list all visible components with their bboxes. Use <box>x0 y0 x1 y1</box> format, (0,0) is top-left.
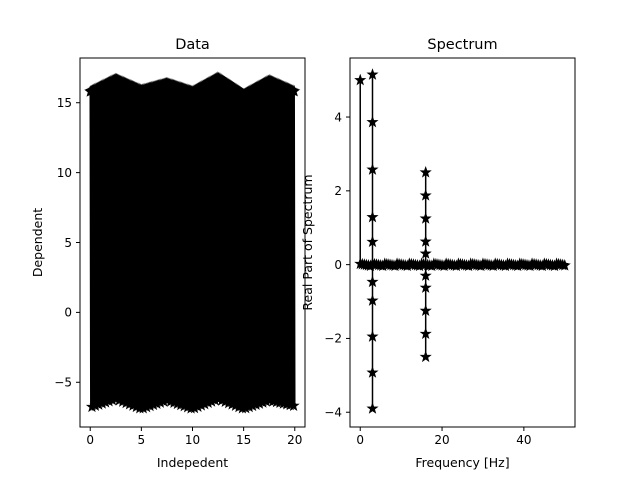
data-y-ticks: −5 0 5 10 15 <box>54 96 80 390</box>
spectrum-y-ticks: −4 −2 0 2 4 <box>324 110 350 420</box>
data-panel: Data 0 5 10 15 20 −5 0 5 10 15 Indepedent Depend… <box>30 37 306 470</box>
spectrum-y-tick-label: −2 <box>324 332 342 346</box>
spectrum-x-tick-label: 0 <box>356 433 364 447</box>
spectrum-x-tick-label: 40 <box>516 433 531 447</box>
spectrum-peak-point <box>420 351 432 362</box>
data-title: Data <box>175 37 210 53</box>
data-y-tick-label: 10 <box>57 166 72 180</box>
data-y-tick-label: 0 <box>64 306 72 320</box>
data-x-tick-label: 15 <box>236 433 251 447</box>
spectrum-title: Spectrum <box>427 37 497 53</box>
spectrum-x-ticks: 0 20 40 <box>356 427 532 447</box>
spectrum-panel: Spectrum 0 20 40 −4 −2 0 2 4 Frequency [Hz] Re… <box>300 37 576 470</box>
spectrum-y-tick-label: 4 <box>334 110 342 124</box>
data-y-tick-label: −5 <box>54 376 72 390</box>
data-y-tick-label: 5 <box>64 236 72 250</box>
data-y-label: Dependent <box>30 208 45 277</box>
spectrum-y-tick-label: −4 <box>324 406 342 420</box>
spectrum-x-label: Frequency [Hz] <box>415 455 509 470</box>
data-x-tick-label: 10 <box>185 433 200 447</box>
spectrum-peak-point <box>366 402 379 414</box>
spectrum-x-tick-label: 20 <box>434 433 449 447</box>
data-x-tick-label: 0 <box>86 433 94 447</box>
data-series-line <box>89 77 296 409</box>
spectrum-y-tick-label: 0 <box>334 258 342 272</box>
data-x-ticks: 0 5 10 15 20 <box>86 427 302 447</box>
data-y-tick-label: 15 <box>57 96 72 110</box>
spectrum-y-tick-label: 2 <box>334 184 342 198</box>
data-x-tick-label: 20 <box>287 433 302 447</box>
data-x-label: Indepedent <box>157 455 228 470</box>
spectrum-axes-frame <box>349 57 576 428</box>
spectrum-plot-area <box>354 68 571 414</box>
data-plot-area <box>84 71 300 414</box>
data-x-tick-label: 5 <box>138 433 146 447</box>
spectrum-y-label: Real Part of Spectrum <box>300 174 315 310</box>
